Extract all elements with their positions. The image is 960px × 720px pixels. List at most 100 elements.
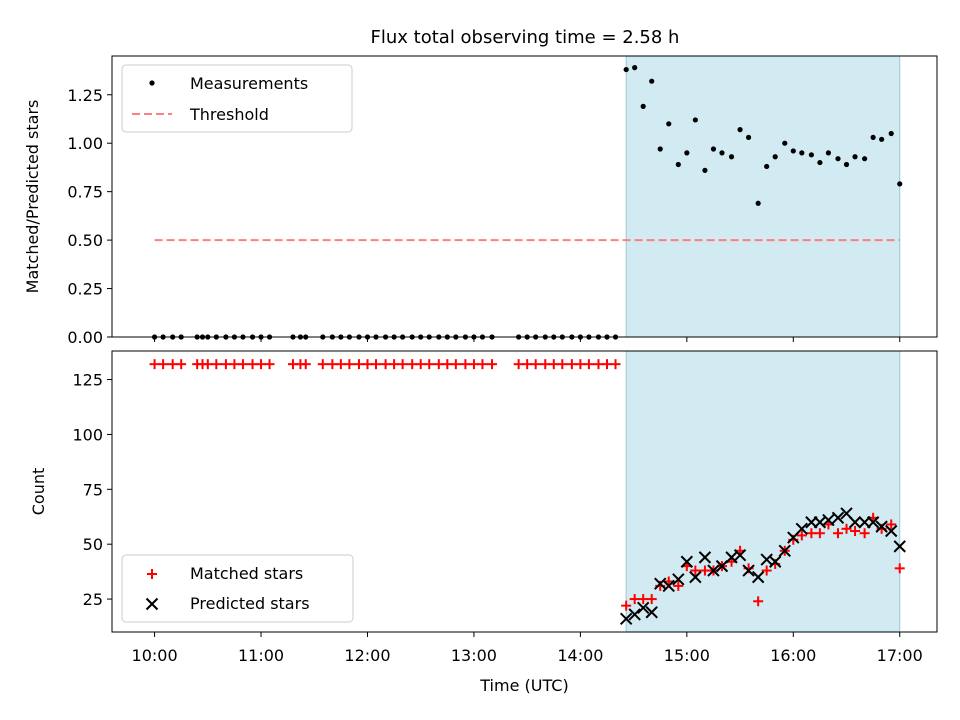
matched-star-point [407,359,418,370]
matched-star-point [442,359,453,370]
matched-star-point [460,359,471,370]
marker-stroke [885,524,898,538]
matched-star-point [149,359,160,370]
matched-star-point [397,359,408,370]
matched-star-point [638,594,649,605]
marker-stroke [813,516,827,529]
predicted-star-point [751,570,765,584]
marker-stroke [662,579,675,593]
matched-star-point [487,359,498,370]
plot-frame [111,55,938,338]
top-plot: 0.00 0.25 0.50 0.75 1.00 1.25 Matched/Predicte… [23,55,938,347]
matched-star-point [761,565,772,576]
matched-star-point [220,359,231,370]
measurement-point [772,154,778,160]
x-tick-label: 14:00 [557,646,603,665]
predicted-star-point [831,511,845,525]
matched-star-point [176,359,187,370]
measurement-point [666,121,672,127]
measurement-point [879,136,885,142]
marker-stroke [672,573,685,586]
x-tick-label: 13:00 [451,646,497,665]
measurement-point [862,156,868,162]
marker-stroke [707,564,720,577]
matched-star-point [629,594,640,605]
matched-star-point [247,359,258,370]
matched-star-point [593,359,604,370]
matched-star-point [264,359,275,370]
matched-star-point [202,359,213,370]
predicted-star-point [885,524,898,538]
legend-marker-predicted [145,597,159,611]
matched-star-point [814,528,825,539]
predicted-star-point [768,555,782,568]
marker-stroke [733,548,747,562]
measurement-point [897,181,903,187]
x-tick-label: 17:00 [877,646,923,665]
marker-stroke [680,555,694,568]
predicted-star-point [619,612,633,626]
matched-star-point [833,528,843,539]
measurement-point [623,66,629,73]
measurement-point [764,163,770,170]
marker-stroke [840,507,853,520]
predicted-star-point [636,601,650,615]
matched-star-point [530,359,541,370]
matched-star-point [371,359,381,370]
marker-stroke [875,520,888,533]
measurement-point [790,148,796,154]
y-tick-label: 125 [72,371,103,390]
x-tick-label: 16:00 [770,646,816,665]
measurement-point [649,78,655,84]
measurement-point [852,154,858,160]
measurement-point [843,161,850,168]
matched-star-point [424,359,435,370]
predicted-star-point [795,522,809,536]
matched-star-point [433,359,444,370]
matched-star-point [699,565,710,576]
marker-stroke [698,551,712,564]
matched-star-point [806,528,817,539]
matched-star-point [167,359,178,370]
measurement-point [755,200,761,206]
matched-star-point [513,359,524,370]
matched-star-point [886,519,897,530]
matched-star-point [256,359,267,370]
legend-box [121,554,354,623]
matched-star-point [362,359,373,370]
chart-title: Flux total observing time = 2.58 h [371,27,680,48]
marker-stroke [866,516,880,529]
legend-label-threshold: Threshold [189,105,269,124]
measurement-point [684,150,690,156]
predicted-star-point [848,516,862,529]
predicted-star-point [742,564,755,577]
predicted-star-point [778,544,791,557]
matched-star-point [796,530,807,541]
predicted-star-point [875,520,888,533]
marker-stroke [742,564,755,577]
x-tick-label: 15:00 [664,646,710,665]
matched-star-point [859,528,870,539]
shaded-region [625,55,901,338]
measurement-point [632,65,638,71]
marker-stroke [145,597,159,611]
matched-star-point [602,359,612,370]
matched-star-point [450,359,461,370]
x-tick-label: 12:00 [344,646,390,665]
legend-label-predicted: Predicted stars [190,594,310,613]
marker-stroke [715,559,729,573]
y-tick-label: 0.75 [67,183,103,202]
predicted-star-point [707,564,720,577]
x-axis-label: Time (UTC) [479,676,568,695]
predicted-star-point [628,608,641,621]
matched-star-point [646,594,657,605]
predicted-star-point [662,579,675,593]
matched-star-point [353,359,364,370]
matched-star-point [673,580,684,591]
marker-stroke [636,601,650,615]
legend-label-matched: Matched stars [190,564,303,583]
matched-star-point [753,596,764,607]
matched-star-point [468,359,479,370]
marker-stroke [778,544,791,557]
